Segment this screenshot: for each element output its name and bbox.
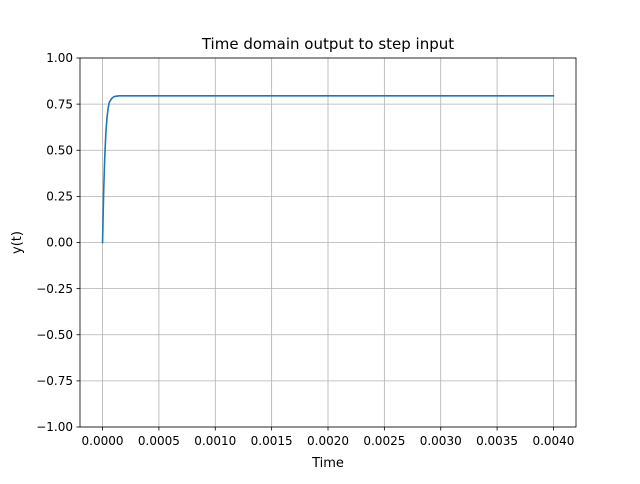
y-axis-label: y(t) <box>10 231 25 254</box>
x-tick-label: 0.0015 <box>251 434 293 448</box>
x-tick-label: 0.0005 <box>138 434 180 448</box>
axis-ticks: 0.0000 0.0005 0.0010 0.0015 0.0020 0.0025 0.00… <box>36 51 574 448</box>
y-tick-label: −1.00 <box>36 420 73 434</box>
y-tick-label: 0.25 <box>46 190 73 204</box>
y-tick-label: −0.25 <box>36 282 73 296</box>
y-tick-label: −0.75 <box>36 374 73 388</box>
chart-title: Time domain output to step input <box>201 35 454 53</box>
plot-area <box>101 95 555 244</box>
y-tick-label: −0.50 <box>36 328 73 342</box>
x-tick-label: 0.0030 <box>420 434 462 448</box>
y-tick-label: 0.00 <box>46 236 73 250</box>
x-tick-label: 0.0025 <box>363 434 405 448</box>
x-tick-label: 0.0020 <box>307 434 349 448</box>
y-tick-label: 1.00 <box>46 51 73 65</box>
x-tick-label: 0.0035 <box>476 434 518 448</box>
step-response-line <box>101 95 555 244</box>
x-axis-label: Time <box>311 456 344 471</box>
x-tick-label: 0.0000 <box>82 434 124 448</box>
x-tick-label: 0.0040 <box>532 434 574 448</box>
y-tick-label: 0.75 <box>46 97 73 111</box>
y-tick-label: 0.50 <box>46 143 73 157</box>
x-tick-label: 0.0010 <box>194 434 236 448</box>
